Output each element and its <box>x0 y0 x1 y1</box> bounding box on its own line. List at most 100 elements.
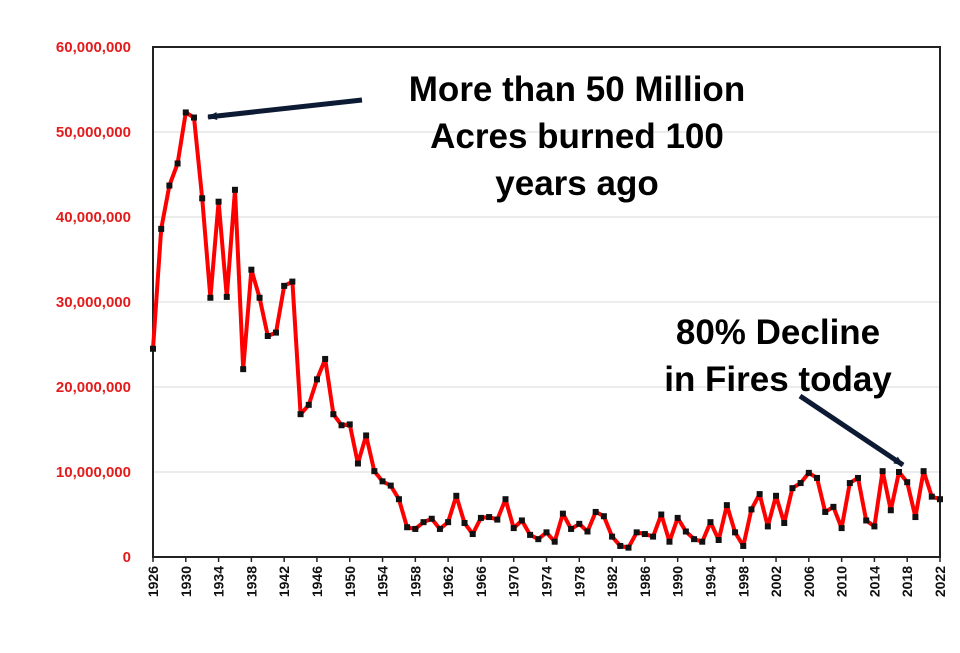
y-tick-label: 30,000,000 <box>56 294 131 311</box>
data-point <box>904 479 911 486</box>
data-point <box>469 531 476 538</box>
y-tick-label: 60,000,000 <box>56 39 131 56</box>
x-tick-label: 1950 <box>342 566 358 597</box>
data-point <box>691 536 698 543</box>
data-point <box>641 531 648 538</box>
x-tick-label: 2018 <box>899 566 915 597</box>
x-tick-label: 1926 <box>145 566 161 597</box>
data-point <box>510 525 517 532</box>
x-tick-label: 2022 <box>932 566 948 597</box>
x-tick-label: 1946 <box>309 566 325 597</box>
data-point <box>855 474 862 481</box>
x-tick-label: 1974 <box>539 566 555 597</box>
x-tick-label: 1966 <box>473 566 489 597</box>
x-tick-label: 1938 <box>243 566 259 597</box>
data-point <box>248 266 255 273</box>
x-tick-label: 2006 <box>801 566 817 597</box>
data-point <box>518 517 525 524</box>
data-point <box>281 282 288 289</box>
data-point <box>559 510 566 517</box>
x-tick-label: 1954 <box>375 566 391 597</box>
data-series <box>150 109 943 551</box>
x-tick-label: 1962 <box>440 566 456 597</box>
data-point <box>150 345 156 352</box>
data-point <box>166 182 173 189</box>
data-point <box>158 225 165 232</box>
data-point <box>592 508 599 515</box>
annotation-line: Acres burned 100 <box>430 117 724 156</box>
y-tick-label: 20,000,000 <box>56 379 131 396</box>
data-point <box>805 469 812 476</box>
annotation-arrows <box>207 97 905 468</box>
data-point <box>682 528 689 535</box>
data-point <box>453 492 460 499</box>
x-tick-label: 2010 <box>834 566 850 597</box>
data-point <box>846 480 853 487</box>
data-point <box>445 519 452 526</box>
data-point <box>723 502 730 509</box>
data-point <box>715 537 722 543</box>
annotation-line: 80% Decline <box>675 313 881 352</box>
data-point <box>322 355 329 362</box>
data-point <box>658 511 665 518</box>
data-point <box>896 469 903 475</box>
x-tick-label: 1994 <box>702 566 718 597</box>
data-point <box>477 514 484 521</box>
annotation-line: in Fires today <box>664 360 892 399</box>
data-point <box>502 496 509 503</box>
data-point <box>371 468 378 475</box>
data-point <box>223 293 230 300</box>
data-point <box>551 538 558 545</box>
data-point <box>264 333 271 339</box>
data-point <box>461 520 468 526</box>
data-point <box>543 529 550 536</box>
data-point <box>789 485 796 492</box>
data-point <box>289 278 296 285</box>
annotation-line: More than 50 Million <box>408 70 746 109</box>
data-point <box>354 460 361 467</box>
data-point <box>486 514 493 521</box>
data-point <box>576 520 583 527</box>
data-point <box>625 544 632 551</box>
data-point <box>199 195 206 202</box>
x-tick-label: 1978 <box>571 566 587 597</box>
arrow-to-peak <box>207 97 363 120</box>
data-point <box>346 421 353 428</box>
data-point <box>822 508 829 515</box>
data-point <box>436 525 443 532</box>
data-point <box>732 529 739 536</box>
x-tick-label: 1934 <box>211 566 227 597</box>
data-point <box>190 114 197 121</box>
data-point <box>568 525 575 532</box>
x-tick-label: 1990 <box>670 566 686 597</box>
annotation-line: years ago <box>495 164 659 203</box>
data-point <box>887 507 894 514</box>
data-point <box>773 492 780 499</box>
data-point <box>699 538 706 545</box>
x-tick-label: 1970 <box>506 566 522 597</box>
data-point <box>617 542 624 549</box>
data-point <box>674 514 681 521</box>
data-point <box>863 517 870 524</box>
data-point <box>272 329 279 336</box>
data-point <box>387 482 394 489</box>
data-point <box>231 186 238 193</box>
data-point <box>666 538 673 545</box>
data-point <box>174 160 181 167</box>
data-point <box>748 506 755 513</box>
data-point <box>494 516 501 523</box>
data-point <box>797 480 804 487</box>
x-tick-label: 2002 <box>768 566 784 597</box>
x-tick-labels: 1926 1930 1934 1938 1942 1946 1950 1954 1958 1962… <box>145 557 948 597</box>
data-point <box>740 542 747 549</box>
x-tick-label: 1958 <box>407 566 423 597</box>
data-point <box>764 523 771 530</box>
data-point <box>428 515 435 522</box>
data-point <box>363 432 370 439</box>
data-point <box>609 533 616 540</box>
data-point <box>830 503 837 510</box>
data-point <box>650 533 657 540</box>
annotation-decline: 80% Decline in Fires today <box>628 309 928 403</box>
data-point <box>338 422 345 429</box>
y-tick-label: 40,000,000 <box>56 209 131 226</box>
